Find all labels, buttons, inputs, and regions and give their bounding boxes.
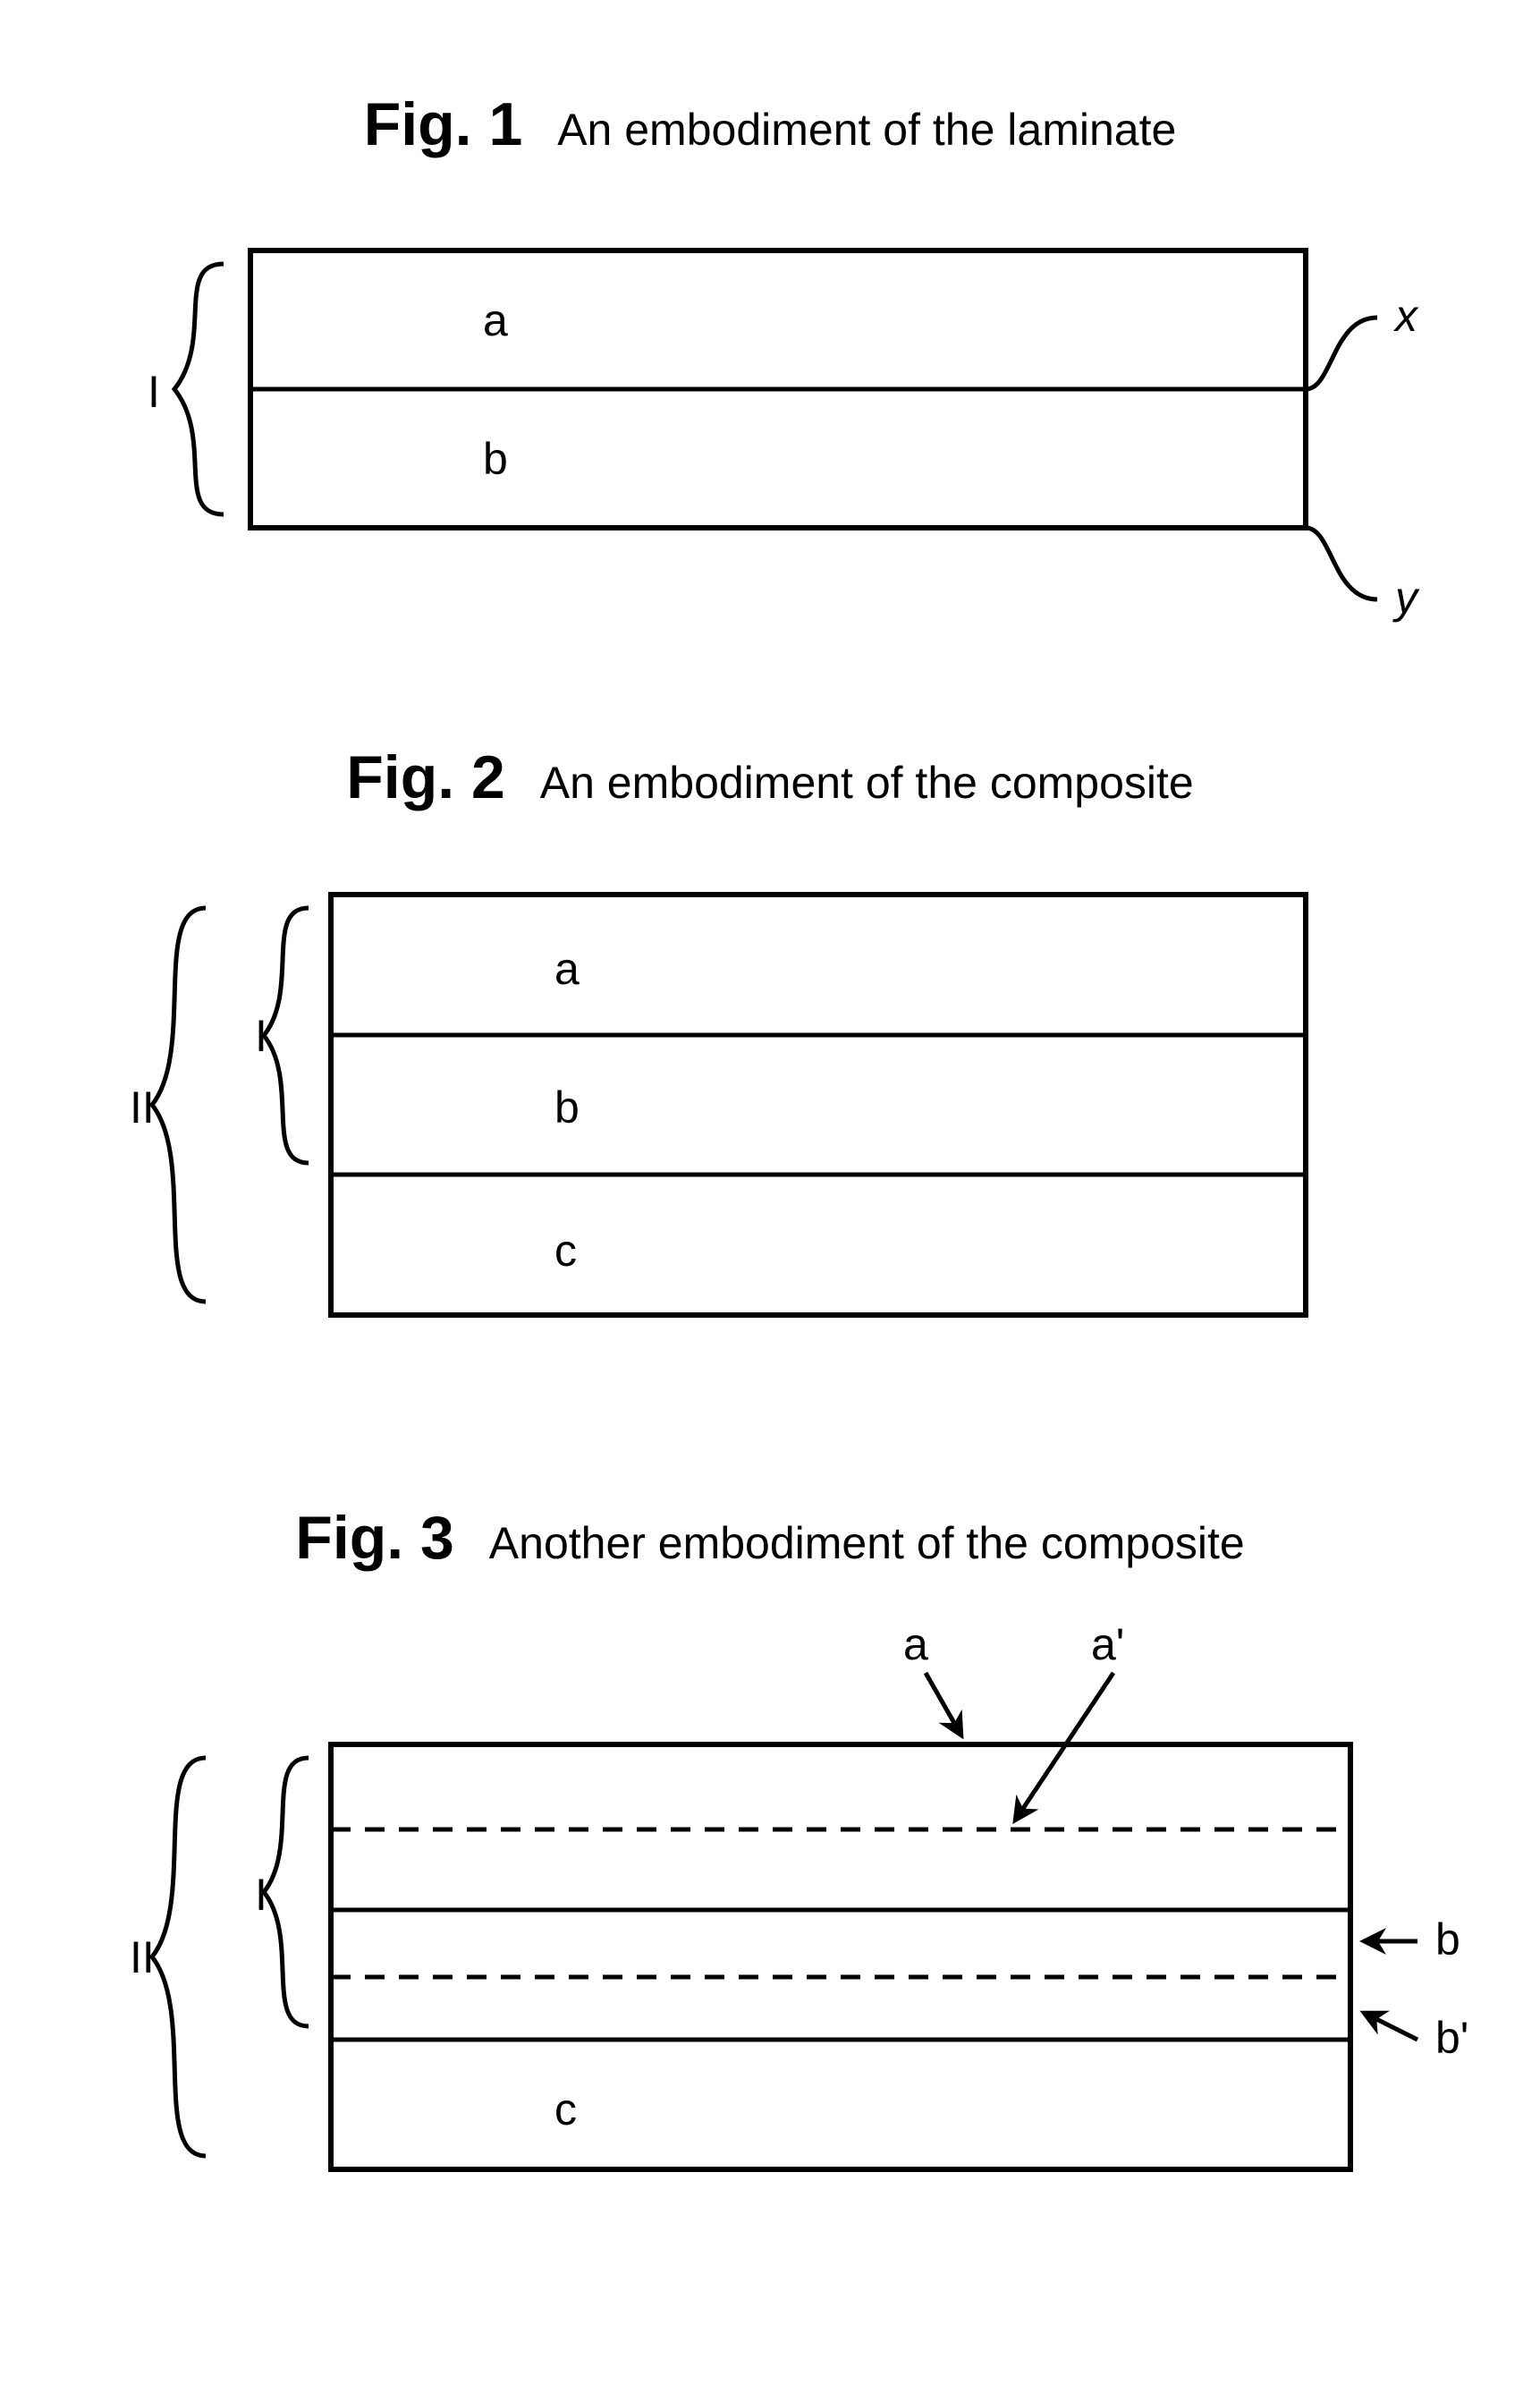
fig3-box bbox=[331, 1744, 1350, 2169]
fig3-svg: a a' c b b' I II bbox=[0, 0, 1540, 2236]
fig3-label-c: c bbox=[554, 2084, 577, 2134]
fig3-label-b: b bbox=[1435, 1914, 1460, 1964]
fig3-arrow-a bbox=[926, 1673, 961, 1735]
fig3-above-aprime: a' bbox=[1091, 1619, 1124, 1669]
fig3-arrow-bprime bbox=[1364, 2013, 1417, 2040]
fig3-brace-II-label: II bbox=[130, 1932, 155, 1982]
fig3-above-a: a bbox=[903, 1619, 928, 1669]
fig3-brace-I-label: I bbox=[255, 1870, 267, 1920]
fig3-brace-I bbox=[264, 1758, 309, 2026]
fig3-label-bprime: b' bbox=[1435, 2013, 1468, 2063]
fig3-brace-II bbox=[152, 1758, 206, 2156]
